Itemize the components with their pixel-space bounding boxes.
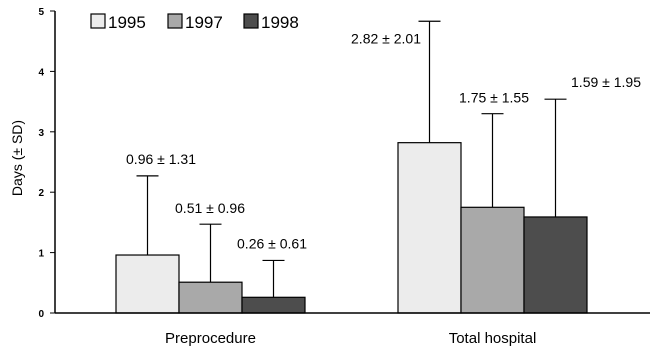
y-tick-label: 0 — [38, 309, 44, 320]
category-label: Total hospital — [449, 330, 537, 347]
value-label: 1.75 ± 1.55 — [459, 90, 529, 106]
legend-label: 1995 — [108, 13, 146, 32]
y-axis-label: Days (± SD) — [9, 120, 25, 196]
value-label: 0.96 ± 1.31 — [126, 151, 196, 167]
legend: 1995 1997 1998 — [90, 13, 299, 32]
category-labels: Preprocedure Total hospital — [165, 330, 536, 347]
value-label: 2.82 ± 2.01 — [351, 30, 421, 46]
value-label: 0.26 ± 0.61 — [237, 235, 307, 251]
value-label: 0.51 ± 0.96 — [175, 200, 245, 216]
bars — [115, 142, 588, 314]
bar-1995-total-hospital — [397, 142, 462, 314]
y-tick-label: 2 — [38, 188, 44, 199]
bar-1997-total-hospital — [460, 206, 525, 314]
legend-label: 1997 — [185, 13, 223, 32]
value-labels: 0.96 ± 1.31 2.82 ± 2.01 0.51 ± 0.96 1.75 ± … — [126, 30, 641, 251]
category-label: Preprocedure — [165, 330, 256, 347]
y-axis-ticks: 0 1 2 3 4 5 — [38, 7, 55, 320]
y-tick-label: 4 — [38, 67, 44, 78]
axes — [54, 11, 650, 314]
bar-1995-preprocedure — [115, 254, 180, 314]
y-tick-label: 3 — [38, 128, 44, 139]
value-label: 1.59 ± 1.95 — [571, 74, 641, 90]
y-tick-label: 5 — [38, 7, 44, 18]
y-tick-label: 1 — [38, 249, 44, 260]
legend-label: 1998 — [261, 13, 299, 32]
legend-swatch-1995 — [90, 13, 106, 29]
legend-swatch-1998 — [243, 13, 259, 29]
error-bars — [136, 20, 567, 298]
legend-swatch-1997 — [167, 13, 183, 29]
bar-1998-total-hospital — [523, 216, 588, 314]
bar-1998-preprocedure — [241, 296, 306, 314]
bar-1997-preprocedure — [178, 281, 243, 314]
